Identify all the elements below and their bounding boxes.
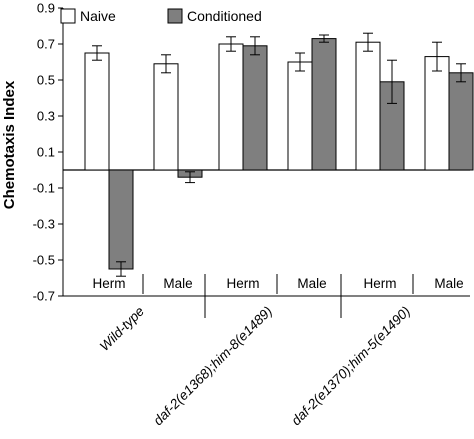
bar-conditioned <box>311 38 337 171</box>
y-tick-label: 0.7 <box>37 37 55 52</box>
group-label: Wild-type <box>97 304 147 354</box>
legend-swatch-conditioned <box>167 8 183 24</box>
legend-swatch-naive <box>60 8 76 24</box>
subgroup-label: Male <box>434 276 463 291</box>
group-label: daf-2(e1368);him-8(e1489) <box>150 304 275 429</box>
bar-conditioned <box>108 169 134 270</box>
subgroup-label: Herm <box>364 276 397 291</box>
legend: Naive Conditioned <box>60 8 262 24</box>
subgroup-label: Herm <box>93 276 126 291</box>
y-tick-label: -0.5 <box>33 253 55 268</box>
bar-naive <box>84 52 110 171</box>
group-label: daf-2(e1370);him-5(e1490) <box>288 304 413 429</box>
y-tick-label: -0.3 <box>33 217 55 232</box>
bar-naive <box>287 61 313 171</box>
y-tick-label: -0.1 <box>33 181 55 196</box>
bar-naive <box>218 43 244 171</box>
bar-conditioned <box>448 72 474 171</box>
subgroup-label: Male <box>297 276 326 291</box>
y-axis-label: Chemotaxis Index <box>1 80 18 209</box>
bar-naive <box>424 56 450 171</box>
bar-naive <box>355 41 381 171</box>
legend-label-conditioned: Conditioned <box>187 8 262 24</box>
bar-naive <box>153 63 179 171</box>
bars-layer <box>84 32 474 277</box>
subgroup-label: Herm <box>227 276 260 291</box>
y-tick-label: 0.3 <box>37 109 55 124</box>
y-tick-label: 0.1 <box>37 145 55 160</box>
legend-label-naive: Naive <box>80 8 116 24</box>
bar-conditioned <box>242 45 268 171</box>
y-tick-label: -0.7 <box>33 289 55 304</box>
y-tick-label: 0.5 <box>37 73 55 88</box>
subgroup-label: Male <box>163 276 192 291</box>
y-tick-label: 0.9 <box>37 1 55 16</box>
